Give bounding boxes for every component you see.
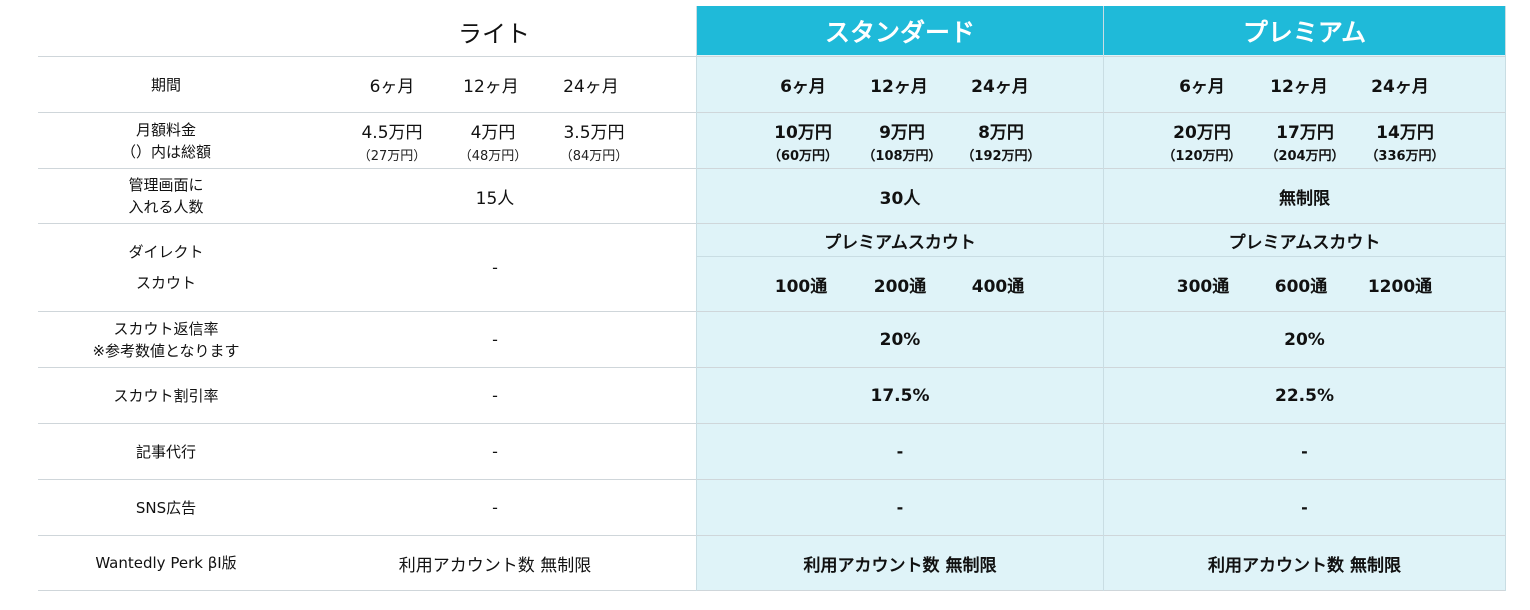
row-divider	[38, 423, 1505, 424]
scout-count-cell: 200通	[873, 276, 927, 297]
period-cell: 24ヶ月	[971, 77, 1029, 97]
period-cell: 12ヶ月	[870, 77, 928, 97]
plan-header-lite: ライト	[294, 6, 694, 56]
fee-cell: 17万円 （204万円）	[1265, 122, 1345, 164]
column-divider	[696, 6, 697, 591]
scout-count-cell: 1200通	[1367, 276, 1433, 297]
period-cell: 12ヶ月	[1270, 77, 1328, 97]
row-divider	[38, 56, 1505, 57]
admin-users-standard: 30人	[879, 188, 921, 209]
row-label-perk: Wantedly Perk βI版	[95, 554, 237, 572]
perk-lite: 利用アカウント数 無制限	[398, 555, 592, 576]
reply-rate-standard: 20%	[879, 329, 921, 350]
perk-standard: 利用アカウント数 無制限	[803, 555, 997, 576]
row-label-period: 期間	[150, 75, 181, 94]
reply-rate-premium: 20%	[1284, 329, 1325, 350]
reply-rate-lite: -	[492, 330, 498, 349]
sns-ads-premium: -	[1301, 498, 1308, 517]
sns-ads-standard: -	[896, 498, 904, 517]
plan-name: ライト	[458, 19, 530, 48]
admin-users-premium: 無制限	[1279, 188, 1330, 209]
discount-rate-standard: 17.5%	[870, 385, 930, 406]
period-cell: 6ヶ月	[780, 77, 826, 97]
row-divider	[38, 535, 1505, 536]
plan-name: スタンダード	[824, 17, 975, 47]
period-cell: 12ヶ月	[463, 77, 519, 97]
period-cell: 6ヶ月	[1179, 77, 1225, 97]
period-cell: 24ヶ月	[1371, 77, 1429, 97]
premium-header-bg	[1104, 6, 1505, 55]
row-label-direct-scout: ダイレクト スカウト	[128, 242, 204, 292]
discount-rate-premium: 22.5%	[1275, 385, 1334, 406]
plan-name: プレミアム	[1242, 17, 1367, 47]
article-premium: -	[1301, 442, 1308, 461]
row-divider	[38, 168, 1505, 169]
fee-cell: 8万円 （192万円）	[961, 122, 1041, 164]
row-divider	[38, 367, 1505, 368]
plan-header-premium: プレミアム	[1104, 6, 1505, 55]
row-divider	[38, 479, 1505, 480]
fee-cell: 3.5万円 （84万円）	[559, 122, 629, 164]
row-label-discount-rate: スカウト割引率	[113, 386, 219, 405]
article-standard: -	[896, 442, 904, 461]
direct-scout-premium-title: プレミアムスカウト	[1228, 232, 1381, 253]
row-divider	[38, 311, 1505, 312]
fee-cell: 4.5万円 （27万円）	[357, 122, 427, 164]
row-label-sns-ads: SNS広告	[135, 498, 197, 517]
column-divider	[1103, 6, 1104, 591]
row-label-reply-rate: スカウト返信率 ※参考数値となります	[92, 319, 240, 360]
row-divider	[38, 223, 1505, 224]
fee-cell: 20万円 （120万円）	[1162, 122, 1242, 164]
admin-users-lite: 15人	[475, 188, 515, 209]
plan-header-standard: スタンダード	[697, 6, 1103, 55]
scout-count-cell: 400通	[971, 276, 1025, 297]
column-divider	[1505, 6, 1506, 591]
row-label-monthly-fee: 月額料金 （）内は総額	[120, 120, 211, 161]
period-cell: 6ヶ月	[369, 77, 415, 97]
fee-cell: 14万円 （336万円）	[1365, 122, 1445, 164]
standard-column-bg	[697, 6, 1103, 591]
direct-scout-lite: -	[492, 258, 498, 277]
row-label-article: 記事代行	[135, 442, 196, 461]
fee-cell: 10万円 （60万円）	[767, 122, 839, 164]
premium-column-bg	[1104, 6, 1505, 591]
discount-rate-lite: -	[492, 386, 498, 405]
standard-header-bg	[697, 6, 1103, 55]
perk-premium: 利用アカウント数 無制限	[1208, 555, 1401, 576]
period-cell: 24ヶ月	[563, 77, 619, 97]
scout-count-cell: 100通	[774, 276, 828, 297]
fee-cell: 4万円 （48万円）	[458, 122, 528, 164]
row-divider	[38, 590, 1505, 591]
row-divider	[697, 256, 1505, 257]
row-divider	[38, 112, 1505, 113]
sns-ads-lite: -	[492, 498, 498, 517]
direct-scout-standard-title: プレミアムスカウト	[824, 232, 976, 253]
row-label-admin-users: 管理画面に 入れる人数	[128, 176, 204, 216]
scout-count-cell: 600通	[1274, 276, 1328, 297]
fee-cell: 9万円 （108万円）	[862, 122, 942, 164]
article-lite: -	[492, 442, 498, 461]
scout-count-cell: 300通	[1176, 276, 1230, 297]
